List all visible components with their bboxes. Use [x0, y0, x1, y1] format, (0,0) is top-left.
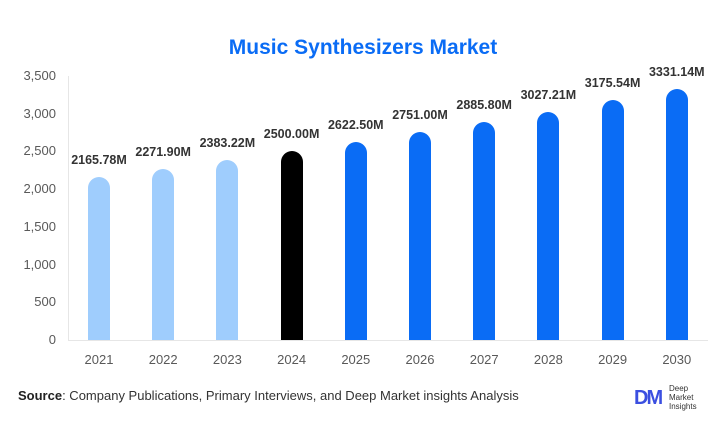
bar-2030: [665, 88, 688, 340]
data-label: 2622.50M: [327, 118, 384, 133]
bar-2023: [216, 160, 239, 340]
data-label: 3027.21M: [520, 87, 577, 102]
x-tick-label: 2027: [469, 352, 499, 367]
data-label: 2165.78M: [71, 152, 127, 167]
y-tick-label: 1,500: [23, 218, 56, 234]
y-tick-label: 2,500: [23, 143, 56, 159]
y-axis-line: [68, 76, 69, 340]
x-tick-label: 2030: [662, 352, 692, 367]
y-tick-label: 0: [48, 332, 56, 347]
x-tick-label: 2029: [598, 352, 628, 367]
x-tick-label: 2025: [341, 352, 371, 367]
bar-2029: [601, 100, 624, 340]
y-tick-label: 3,000: [23, 105, 56, 121]
y-tick-label: 3,500: [23, 68, 56, 83]
bar-2027: [473, 122, 496, 340]
data-label: 3175.54M: [584, 76, 641, 91]
x-tick-label: 2026: [405, 352, 435, 367]
x-tick-label: 2024: [277, 352, 307, 367]
x-tick-label: 2028: [533, 352, 563, 367]
data-label: 3331.14M: [648, 64, 705, 79]
data-label: 2751.00M: [392, 108, 448, 123]
bar-2021: [88, 176, 110, 340]
bar-2026: [409, 132, 431, 340]
bar-2024: [280, 151, 303, 340]
data-label: 2383.22M: [199, 136, 256, 151]
chart-title: Music Synthesizers Market: [228, 36, 498, 59]
deep-market-insights-logo: DM Deep Market Insights: [634, 384, 714, 412]
bar-2022: [152, 168, 175, 340]
source-label: Source: [18, 388, 63, 403]
bar-2028: [537, 111, 560, 340]
y-tick-label: 500: [34, 294, 56, 310]
logo-text: Deep Market Insights: [669, 384, 697, 411]
x-tick-label: 2021: [84, 352, 114, 367]
source-text: : Company Publications, Primary Intervie…: [62, 388, 519, 403]
y-tick-label: 2,000: [23, 181, 56, 197]
x-tick-label: 2022: [148, 352, 178, 367]
x-axis-line: [68, 340, 708, 341]
data-label: 2500.00M: [263, 127, 320, 142]
source-note: Source: Company Publications, Primary In…: [18, 388, 519, 403]
data-label: 2885.80M: [456, 98, 512, 113]
logo-mark-icon: DM: [634, 387, 663, 409]
x-tick-label: 2023: [212, 352, 242, 367]
bar-2025: [344, 142, 367, 340]
y-tick-label: 1,000: [23, 256, 56, 272]
data-label: 2271.90M: [135, 144, 191, 159]
